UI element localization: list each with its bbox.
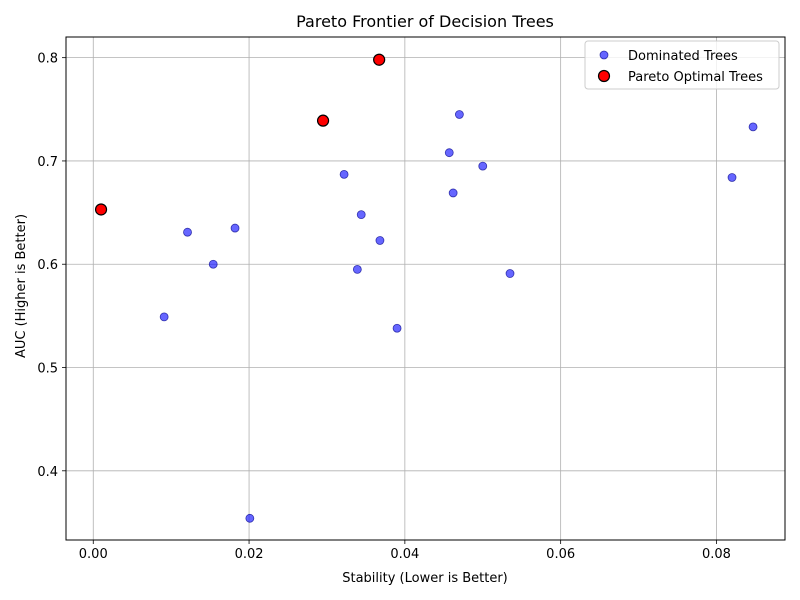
legend: Dominated Trees Pareto Optimal Trees — [584, 40, 780, 90]
dominated-tree-point — [748, 122, 758, 132]
dominated-tree-point — [356, 210, 366, 220]
legend-box — [584, 40, 780, 90]
x-tick-label: 0.00 — [79, 547, 108, 562]
dominated-tree-point — [352, 264, 362, 274]
legend-label-dominated: Dominated Trees — [628, 49, 738, 64]
legend-marker-dominated — [599, 50, 609, 60]
data-points — [94, 53, 758, 523]
dominated-tree-point — [454, 110, 464, 119]
axes-frame — [65, 36, 786, 541]
x-tick-label: 0.04 — [390, 547, 419, 562]
y-tick-label: 0.4 — [37, 465, 58, 480]
x-tick-label: 0.06 — [546, 547, 575, 562]
x-axis-title: Stability (Lower is Better) — [342, 571, 508, 586]
dominated-tree-point — [727, 173, 737, 182]
legend-marker-pareto — [597, 69, 611, 83]
pareto-optimal-point — [316, 114, 330, 127]
dominated-tree-point — [159, 312, 169, 322]
dominated-tree-point — [392, 323, 402, 333]
dominated-tree-point — [230, 223, 240, 233]
chart-title: Pareto Frontier of Decision Trees — [296, 12, 554, 31]
dominated-tree-point — [444, 148, 454, 158]
dominated-tree-point — [208, 259, 218, 269]
dominated-tree-point — [375, 236, 385, 245]
dominated-tree-point — [245, 513, 255, 523]
y-tick-label: 0.6 — [37, 258, 58, 273]
legend-label-pareto: Pareto Optimal Trees — [628, 70, 763, 85]
y-axis-title: AUC (Higher is Better) — [14, 214, 29, 358]
dominated-tree-point — [478, 161, 488, 171]
dominated-tree-point — [505, 269, 515, 278]
pareto-optimal-point — [373, 53, 386, 66]
axis-ticks: 0.00 0.02 0.04 0.06 0.08 0.4 0.5 0.6 0.7 0.8 — [37, 52, 731, 562]
y-tick-label: 0.5 — [37, 362, 58, 377]
dominated-tree-point — [183, 227, 192, 237]
y-tick-label: 0.8 — [37, 52, 58, 67]
x-tick-label: 0.02 — [235, 547, 264, 562]
pareto-optimal-point — [94, 203, 108, 216]
y-tick-label: 0.7 — [37, 155, 58, 170]
x-tick-label: 0.08 — [702, 547, 731, 562]
dominated-tree-point — [339, 169, 349, 179]
dominated-tree-point — [448, 188, 458, 198]
